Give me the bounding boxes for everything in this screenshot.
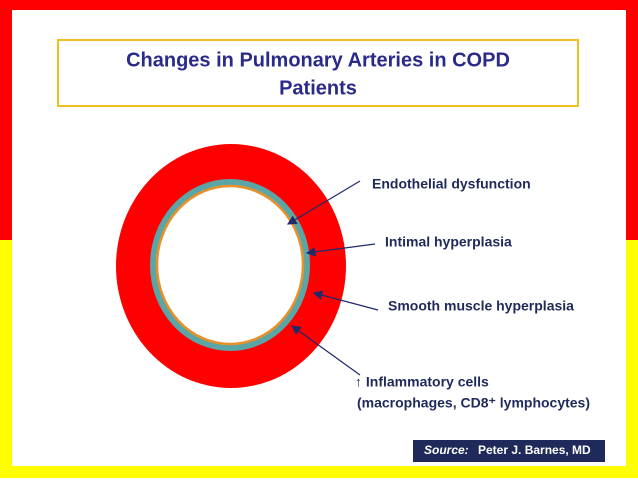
title-line: Patients	[279, 77, 357, 99]
arrow	[286, 180, 361, 225]
label: ↑ Inflammatory cells	[355, 374, 489, 390]
label: Smooth muscle hyperplasia	[388, 298, 574, 314]
title-line: Changes in Pulmonary Arteries in COPD	[126, 49, 510, 71]
label: (macrophages, CD8⁺ lymphocytes)	[357, 395, 590, 411]
arrow	[305, 243, 376, 257]
arrow	[312, 290, 379, 311]
source-label: Source:	[424, 443, 469, 457]
source-box	[413, 440, 605, 462]
source-text: Peter J. Barnes, MD	[478, 443, 591, 457]
label: Endothelial dysfunction	[372, 176, 531, 192]
label: Intimal hyperplasia	[385, 234, 512, 250]
endothelium	[155, 184, 305, 346]
title-box	[57, 39, 579, 107]
arrow	[291, 325, 361, 376]
